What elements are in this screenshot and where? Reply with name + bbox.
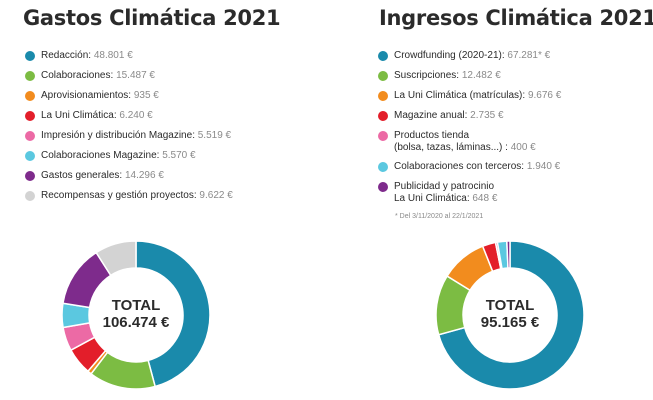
legend-label-line2: (bolsa, tazas, láminas...): [394, 142, 503, 153]
legend-label: La Uni Climática: [41, 110, 114, 121]
legend-value: 5.519 €: [197, 130, 232, 141]
legend-swatch: [378, 51, 388, 61]
donut-slice-0: [135, 240, 211, 388]
ingresos-title: Ingresos Climática 2021: [379, 6, 653, 30]
legend-label-line2: La Uni Climática: [394, 193, 467, 204]
legend-value: 67.281* €: [507, 50, 551, 61]
legend-item-impresion: Impresión y distribución Magazine: 5.519…: [25, 130, 233, 142]
legend-swatch: [25, 131, 35, 141]
legend-label: Publicidad y patrocinio: [394, 181, 495, 192]
ingresos-total: TOTAL 95.165 €: [435, 297, 585, 331]
legend-label: Crowdfunding (2020-21): [394, 50, 502, 61]
legend-swatch: [378, 71, 388, 81]
legend-label: Redacción: [41, 50, 89, 61]
donut-slice-0: [437, 240, 585, 390]
total-label: TOTAL: [111, 297, 161, 314]
legend-label: Colaboraciones con terceros: [394, 161, 522, 172]
legend-value: 5.570 €: [162, 150, 196, 161]
legend-label: Colaboraciones Magazine: [41, 150, 157, 161]
legend-swatch: [25, 171, 35, 181]
legend-swatch: [25, 51, 35, 61]
legend-swatch: [378, 91, 388, 101]
legend-swatch: [378, 182, 388, 192]
legend-value: 9.676 €: [527, 90, 562, 101]
legend-label: La Uni Climática (matrículas): [394, 90, 523, 101]
legend-item-gastos-generales: Gastos generales: 14.296 €: [25, 170, 233, 182]
legend-value: 400 €: [510, 142, 536, 153]
legend-item-aprovisionamientos: Aprovisionamientos: 935 €: [25, 90, 233, 102]
legend-label: Suscripciones: [394, 70, 457, 81]
legend-label: Impresión y distribución Magazine: [41, 130, 193, 141]
legend-value: 48.801 €: [93, 50, 133, 61]
crowdfunding-footnote: * Del 3/11/2020 al 22/1/2021: [395, 213, 484, 220]
legend-item-colaboraciones-magazine: Colaboraciones Magazine: 5.570 €: [25, 150, 233, 162]
legend-swatch: [25, 71, 35, 81]
legend-label: Aprovisionamientos: [41, 90, 129, 101]
gastos-legend: Redacción: 48.801 € Colaboraciones: 15.4…: [25, 50, 233, 210]
legend-label: Colaboraciones: [41, 70, 111, 81]
legend-item-redaccion: Redacción: 48.801 €: [25, 50, 233, 62]
legend-label: Recompensas y gestión proyectos: [41, 190, 194, 201]
legend-item-productos-tienda: Productos tienda (bolsa, tazas, láminas..…: [378, 130, 561, 154]
total-value: 95.165 €: [480, 314, 540, 331]
gastos-total: TOTAL 106.474 €: [61, 297, 211, 331]
gastos-donut-svg: [61, 240, 211, 390]
legend-swatch: [25, 91, 35, 101]
legend-value: 6.240 €: [119, 110, 153, 121]
ingresos-donut-svg: [435, 240, 585, 390]
legend-value: 9.622 €: [199, 190, 233, 201]
legend-swatch: [378, 131, 388, 141]
legend-label: Productos tienda: [394, 130, 470, 141]
donut-slice-6: [506, 240, 511, 269]
legend-value: 2.735 €: [470, 110, 504, 121]
gastos-panel: Gastos Climática 2021 Redacción: 48.801 …: [0, 0, 320, 400]
legend-item-colaboraciones-terceros: Colaboraciones con terceros: 1.940 €: [378, 161, 561, 173]
ingresos-panel: Ingresos Climática 2021 Crowdfunding (20…: [330, 0, 653, 400]
legend-item-magazine-anual: Magazine anual: 2.735 €: [378, 110, 561, 122]
total-label: TOTAL: [485, 297, 535, 314]
legend-item-colaboraciones: Colaboraciones: 15.487 €: [25, 70, 233, 82]
legend-value: 935 €: [133, 90, 159, 101]
legend-item-uni-climatica: La Uni Climática: 6.240 €: [25, 110, 233, 122]
legend-label: Gastos generales: [41, 170, 120, 181]
legend-value: 1.940 €: [526, 161, 561, 172]
legend-item-publicidad: Publicidad y patrocinio La Uni Climática:…: [378, 181, 561, 205]
legend-item-suscripciones: Suscripciones: 12.482 €: [378, 70, 561, 82]
legend-label: Magazine anual: [394, 110, 465, 121]
legend-item-crowdfunding: Crowdfunding (2020-21): 67.281* €: [378, 50, 561, 62]
legend-swatch: [25, 151, 35, 161]
gastos-title: Gastos Climática 2021: [23, 6, 281, 30]
legend-swatch: [378, 162, 388, 172]
legend-swatch: [378, 111, 388, 121]
legend-value: 14.296 €: [124, 170, 164, 181]
donut-slice-7: [95, 240, 137, 277]
legend-item-recompensas: Recompensas y gestión proyectos: 9.622 €: [25, 190, 233, 202]
legend-swatch: [25, 111, 35, 121]
legend-value: 15.487 €: [116, 70, 155, 81]
legend-value: 12.482 €: [461, 70, 501, 81]
legend-value: 648 €: [472, 193, 498, 204]
ingresos-legend: Crowdfunding (2020-21): 67.281* € Suscri…: [378, 50, 561, 212]
legend-swatch: [25, 191, 35, 201]
gastos-donut: TOTAL 106.474 €: [61, 240, 211, 390]
legend-item-uni-matriculas: La Uni Climática (matrículas): 9.676 €: [378, 90, 561, 102]
total-value: 106.474 €: [102, 314, 170, 331]
ingresos-donut: TOTAL 95.165 €: [435, 240, 585, 390]
